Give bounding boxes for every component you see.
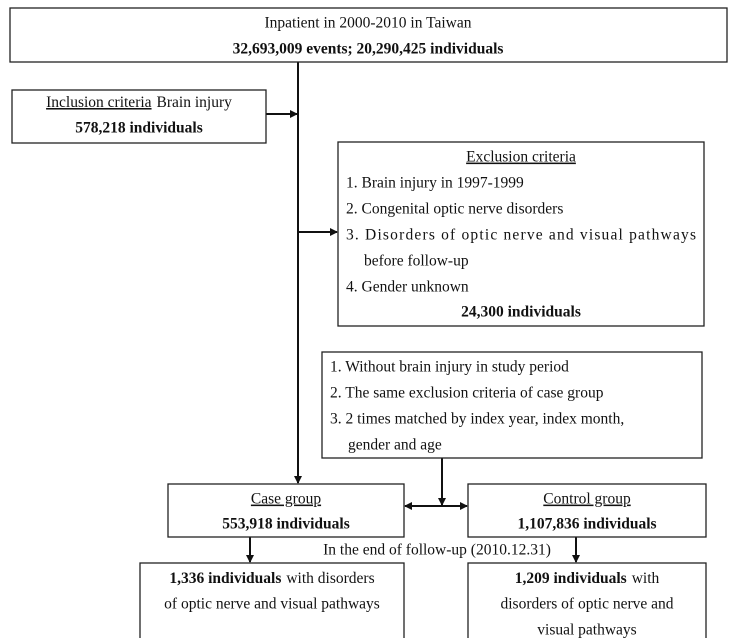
control-outcome-line: visual pathways [537, 622, 636, 638]
exclusion-line: 4. Gender unknown [346, 279, 469, 296]
exclusion-line: 2. Congenital optic nerve disorders [346, 201, 563, 218]
control-outcome-box [467, 562, 707, 638]
source-count: 32,693,009 events; 20,290,425 individual… [233, 41, 504, 58]
source-box [9, 7, 728, 63]
control-outcome-count: 1,209 individuals [515, 570, 627, 587]
case-outcome-count: 1,336 individuals [169, 570, 281, 587]
inclusion-box [11, 89, 267, 144]
case-outcome-line: of optic nerve and visual pathways [164, 596, 380, 613]
control-box [467, 483, 707, 538]
case-outcome-heading: 1,336 individuals with disorders [169, 570, 374, 587]
matching-line: 2. The same exclusion criteria of case g… [330, 385, 604, 402]
exclusion-count: 24,300 individuals [461, 304, 581, 321]
exclusion-title: Exclusion criteria [466, 149, 576, 166]
control-outcome-heading: 1,209 individuals with [515, 570, 660, 587]
exclusion-line: 1. Brain injury in 1997-1999 [346, 175, 524, 192]
exclusion-line: before follow-up [364, 253, 469, 270]
matching-line: 1. Without brain injury in study period [330, 359, 569, 376]
inclusion-heading: Inclusion criteria Brain injury [46, 94, 232, 111]
inclusion-count: 578,218 individuals [75, 120, 203, 137]
case-count: 553,918 individuals [222, 516, 350, 533]
case-title: Case group [251, 491, 321, 508]
source-title: Inpatient in 2000-2010 in Taiwan [265, 15, 472, 32]
control-count: 1,107,836 individuals [517, 516, 656, 533]
case-outcome-box [139, 562, 405, 638]
matching-box [321, 351, 703, 459]
inclusion-text: Brain injury [157, 94, 233, 111]
control-outcome-line: disorders of optic nerve and [500, 596, 673, 613]
case-outcome-line: with disorders [286, 570, 374, 587]
connectors [246, 62, 580, 563]
exclusion-box [337, 141, 705, 327]
matching-line: gender and age [348, 437, 442, 454]
control-outcome-line: with [632, 570, 660, 587]
control-title: Control group [543, 491, 631, 508]
inclusion-label: Inclusion criteria [46, 94, 152, 111]
case-box [167, 483, 405, 538]
exclusion-line: 3. Disorders of optic nerve and visual p… [346, 227, 696, 244]
matching-line: 3. 2 times matched by index year, index … [330, 411, 624, 428]
follow-up-note: In the end of follow-up (2010.12.31) [323, 542, 551, 559]
